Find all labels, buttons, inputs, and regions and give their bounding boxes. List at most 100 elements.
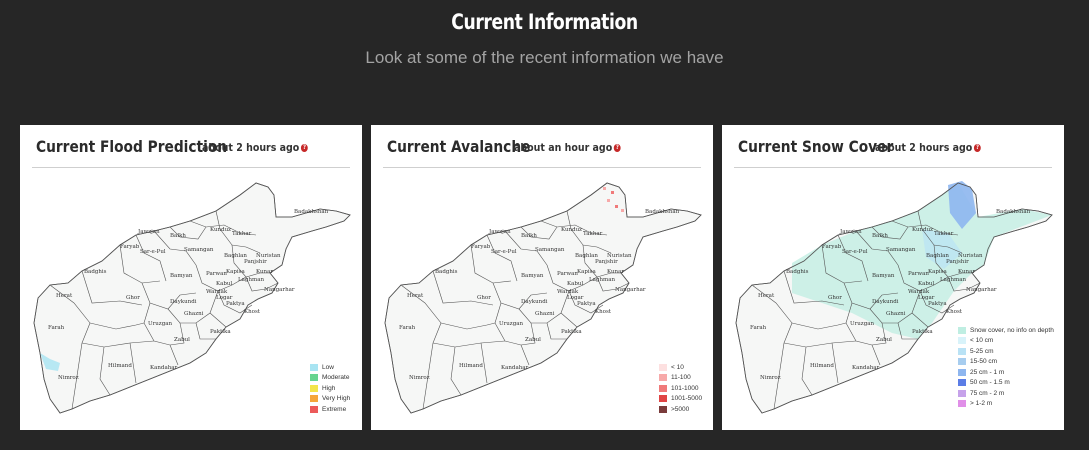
province-label: Laghman [940,277,966,283]
province-label: Herat [56,293,73,299]
province-border [99,346,111,396]
province-border [440,322,496,330]
flood-legend: Low Moderate High Very High Extreme [310,362,350,415]
province-border [540,220,608,236]
province-label: Daykundi [872,299,899,305]
legend-swatch [310,374,318,382]
legend-label: < 10 cm [970,337,994,345]
province-label: Kunduz [561,227,582,233]
province-border [520,226,558,240]
help-icon[interactable]: ? [974,144,981,152]
legend-swatch [310,384,318,392]
legend-label: Extreme [322,405,347,413]
timestamp-text: about 2 hours ago [202,141,300,154]
legend-label: 11-100 [671,374,691,382]
legend-item: Very High [310,394,350,405]
avalanche-point [621,209,624,212]
province-label: Ghor [126,295,140,301]
flood-low-area [40,353,60,371]
country-outline [33,182,351,414]
province-label: Balkh [521,233,537,239]
province-label: Balkh [872,233,888,239]
province-label: Bamyan [521,273,544,279]
province-border [845,302,873,346]
legend-swatch [310,363,318,371]
legend-item: Snow cover, no info on depth [958,325,1054,336]
province-border [821,244,863,284]
avalanche-point [611,191,614,194]
legend-swatch [958,326,966,334]
province-label: Uruzgan [850,321,875,327]
province-label: Bamyan [170,273,193,279]
province-label: Laghman [238,277,264,283]
snow-depth-area [948,181,976,229]
province-label: Farah [399,325,416,331]
province-label: Khost [946,309,963,315]
legend-label: Snow cover, no info on depth [970,326,1054,334]
legend-item: >5000 [659,404,702,415]
province-border [432,270,494,306]
card-timestamp: about 2 hours ago? [875,141,981,154]
province-label: Laghman [589,277,615,283]
province-label: Nuristan [958,253,983,259]
legend-label: Low [322,363,334,371]
avalanche-point [603,187,606,190]
divider [734,167,1052,168]
province-border [81,270,143,306]
province-border [432,340,506,348]
help-icon[interactable]: ? [613,144,621,152]
province-border [911,312,929,328]
province-label: Balkh [170,233,186,239]
province-border [480,342,488,384]
divider [32,167,350,168]
province-label: Logar [918,295,935,301]
province-border [897,322,918,340]
province-label: Bamyan [872,273,895,279]
province-label: Baghlan [926,253,949,259]
province-label: Kapisa [928,269,947,275]
snow-cover-card[interactable]: Current Snow Cover about 2 hours ago? Ba… [722,125,1064,430]
province-border [129,342,137,384]
province-label: Wardak [557,289,579,295]
province-label: Sar-e-Pul [140,249,166,255]
province-border [470,244,512,284]
province-label: Paktya [577,301,596,307]
province-border [947,276,981,292]
province-label: Samangan [184,247,214,253]
province-border [189,220,257,236]
legend-swatch [659,363,667,371]
legend-swatch [958,347,966,355]
legend-item: < 10 cm [958,336,1054,347]
avalanche-card[interactable]: Current Avalanche about an hour ago? Bad… [371,125,713,430]
province-label: Takhar [934,231,954,237]
legend-item: Low [310,362,350,373]
flood-prediction-card[interactable]: Current Flood Prediction about 2 hours a… [20,125,362,430]
legend-label: 101-1000 [671,384,699,392]
country-outline [33,182,351,414]
province-label: Nuristan [607,253,632,259]
province-border [560,312,578,328]
province-label: Logar [216,295,233,301]
legend-label: 1001-5000 [671,395,703,403]
legend-item: 15-50 cm [958,357,1054,368]
legend-label: 75 cm - 2 m [970,389,1005,397]
legend-item: 75 cm - 2 m [958,388,1054,399]
province-label: Hilmand [810,363,834,369]
avalanche-point [607,199,610,202]
legend-item: 5-25 cm [958,346,1054,357]
legend-swatch [958,400,966,408]
province-label: Logar [567,295,584,301]
divider [383,167,701,168]
timestamp-text: about 2 hours ago [875,141,973,154]
legend-swatch [310,395,318,403]
province-border [245,276,279,292]
help-icon[interactable]: ? [301,144,308,152]
province-label: Takhar [583,231,603,237]
province-label: Nimroz [409,375,430,381]
province-label: Sar-e-Pul [842,249,868,255]
province-label: Hilmand [108,363,132,369]
legend-item: 1001-5000 [659,394,702,405]
